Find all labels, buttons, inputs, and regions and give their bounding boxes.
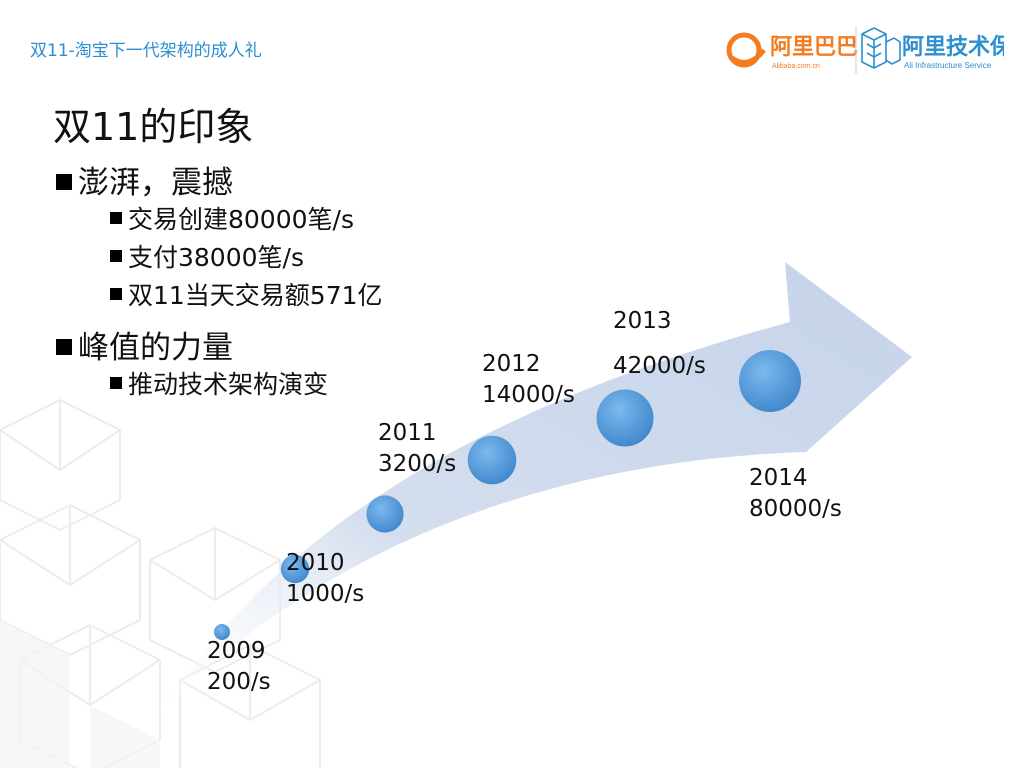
ali-service-subtext: Ali Infrastructure Service (904, 61, 992, 70)
bullet-square-icon (110, 288, 122, 300)
bullet-text: 交易创建80000笔/s (128, 205, 354, 234)
data-point-2010 (280, 554, 310, 584)
data-label-2014: 2014 80000/s (749, 463, 842, 525)
data-point-2012 (467, 435, 517, 485)
data-label-2009: 2009 200/s (207, 636, 271, 698)
slide-heading: 双11的印象 (53, 105, 254, 149)
data-label-2011: 2011 3200/s (378, 418, 456, 480)
alibaba-logo: 阿里巴巴 Alibaba.com.cn 阿里技术保障 Ali Infrastru… (726, 26, 1004, 74)
bullet-square-icon (110, 377, 122, 389)
data-label-year: 2014 (749, 465, 808, 491)
bullet-text: 推动技术架构演变 (128, 370, 329, 399)
data-label-year: 2011 (378, 420, 437, 446)
data-label-year: 2012 (482, 351, 541, 377)
data-label-value: 42000/s (613, 353, 706, 379)
data-point-2014 (739, 350, 801, 412)
data-point-2009 (214, 624, 230, 640)
data-point-2011 (366, 495, 404, 533)
growth-arrow-shape (160, 262, 912, 712)
data-label-year: 2013 (613, 308, 672, 334)
alibaba-brand-subtext: Alibaba.com.cn (772, 63, 820, 70)
alibaba-brand-text: 阿里巴巴 (770, 34, 858, 59)
data-point-2013 (596, 389, 654, 447)
slide-header-title: 双11-淘宝下一代架构的成人礼 (30, 41, 262, 61)
bullet-level1: 峰值的力量 (56, 322, 233, 367)
bullet-square-icon (56, 173, 72, 190)
bullet-text: 峰值的力量 (78, 330, 233, 366)
data-label-2012: 2012 14000/s (482, 349, 575, 411)
data-label-value: 80000/s (749, 496, 842, 522)
bullet-text: 澎湃，震撼 (78, 165, 233, 201)
data-label-year: 2010 (286, 550, 345, 576)
data-label-value: 3200/s (378, 451, 457, 477)
data-label-value: 14000/s (482, 382, 575, 408)
bullet-text: 支付38000笔/s (128, 243, 304, 272)
bullet-text: 双11当天交易额571亿 (128, 281, 383, 310)
data-label-value: 200/s (207, 669, 271, 695)
data-label-year: 2009 (207, 638, 266, 664)
bullet-level2: 支付38000笔/s (110, 238, 304, 274)
data-label-value: 1000/s (286, 581, 365, 607)
bullet-square-icon (56, 338, 72, 355)
data-label-2013: 2013 42000/s (613, 306, 706, 382)
bullet-square-icon (110, 250, 122, 262)
data-label-2010: 2010 1000/s (286, 548, 364, 610)
bullet-level1: 澎湃，震撼 (56, 157, 233, 202)
alibaba-brand-icon (726, 32, 766, 68)
bullet-level2: 交易创建80000笔/s (110, 200, 354, 236)
ali-service-text: 阿里技术保障 (902, 34, 1004, 59)
ali-infrastructure-icon (861, 27, 901, 69)
bullet-level2: 双11当天交易额571亿 (110, 276, 383, 312)
bullet-level2: 推动技术架构演变 (110, 365, 328, 401)
bullet-square-icon (110, 212, 122, 224)
